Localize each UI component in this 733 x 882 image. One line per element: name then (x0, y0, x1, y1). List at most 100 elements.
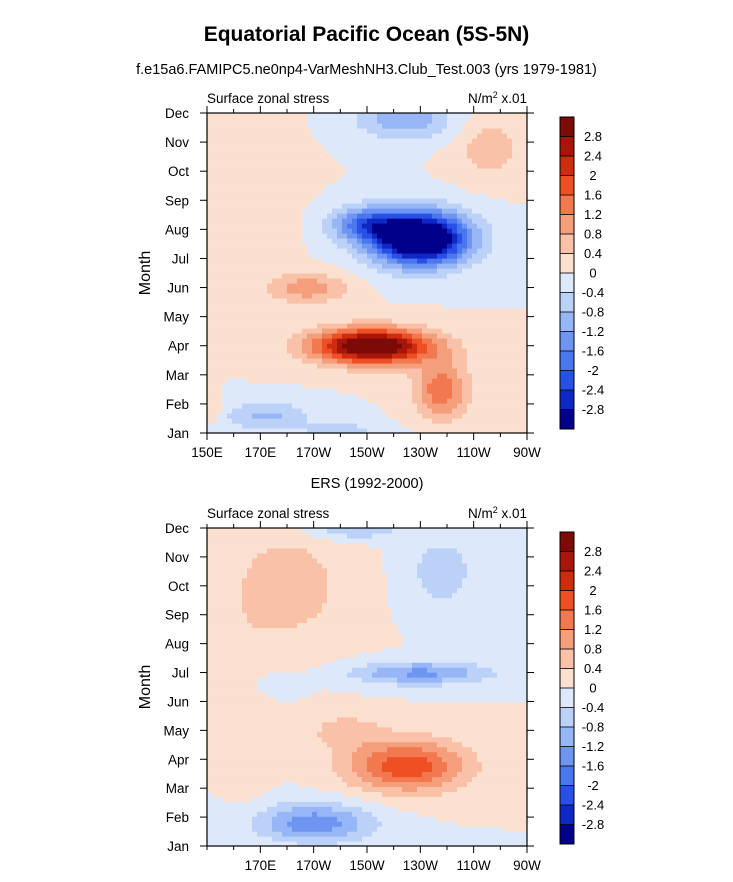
field-cell (237, 128, 243, 134)
field-cell (327, 353, 333, 359)
field-cell (452, 123, 458, 129)
field-cell (207, 183, 213, 189)
field-cell (442, 293, 448, 299)
field-cell (237, 148, 243, 154)
field-cell (512, 263, 518, 269)
field-cell (227, 736, 233, 743)
field-cell (257, 233, 263, 239)
field-cell (247, 418, 253, 424)
field-cell (377, 353, 383, 359)
field-cell (297, 163, 303, 169)
field-cell (362, 383, 368, 389)
field-cell (222, 617, 228, 624)
field-cell (307, 188, 313, 194)
field-cell (262, 542, 268, 549)
field-cell (257, 313, 263, 319)
field-cell (432, 273, 438, 279)
field-cell (507, 418, 513, 424)
field-cell (272, 363, 278, 369)
field-cell (462, 298, 468, 304)
field-cell (472, 308, 478, 314)
field-cell (372, 258, 378, 264)
field-cell (397, 208, 403, 214)
field-cell (442, 273, 448, 279)
field-cell (502, 418, 508, 424)
field-cell (472, 343, 478, 349)
field-cell (467, 348, 473, 354)
field-cell (227, 333, 233, 339)
field-cell (432, 208, 438, 214)
field-cell (367, 243, 373, 249)
field-cell (227, 801, 233, 807)
field-cell (287, 263, 293, 269)
field-cell (217, 128, 223, 134)
field-cell (212, 632, 218, 638)
field-cell (212, 213, 218, 219)
field-cell (347, 328, 353, 334)
field-cell (337, 413, 343, 419)
field-cell (387, 273, 393, 279)
field-cell (407, 248, 413, 254)
field-cell (437, 333, 443, 339)
field-cell (352, 368, 358, 374)
field-cell (262, 826, 268, 832)
field-cell (307, 323, 313, 329)
field-cell (312, 278, 318, 284)
field-cell (322, 348, 328, 354)
field-cell (212, 821, 218, 827)
field-cell (377, 368, 383, 374)
field-cell (297, 123, 303, 129)
field-cell (382, 198, 388, 204)
field-cell (417, 213, 423, 219)
field-cell (292, 423, 298, 429)
field-cell (287, 383, 293, 389)
field-cell (252, 622, 258, 628)
field-cell (332, 383, 338, 389)
field-cell (232, 303, 238, 309)
field-cell (337, 263, 343, 269)
field-cell (407, 378, 413, 384)
field-cell (482, 213, 488, 219)
field-cell (242, 373, 248, 379)
field-cell (362, 388, 368, 394)
field-cell (217, 587, 223, 594)
field-cell (287, 293, 293, 299)
field-cell (322, 228, 328, 234)
field-cell (367, 133, 373, 139)
colorbar-box (560, 370, 574, 391)
field-cell (222, 796, 228, 802)
field-cell (392, 308, 398, 314)
field-cell (382, 253, 388, 259)
field-cell (352, 428, 358, 434)
field-cell (282, 428, 288, 434)
field-cell (437, 318, 443, 324)
field-cell (487, 268, 493, 274)
field-cell (457, 243, 463, 249)
field-cell (462, 398, 468, 404)
field-cell (437, 308, 443, 314)
field-cell (462, 188, 468, 194)
field-cell (497, 248, 503, 254)
field-cell (357, 223, 363, 229)
field-cell (392, 188, 398, 194)
field-cell (462, 253, 468, 259)
field-cell (522, 248, 528, 254)
field-cell (337, 388, 343, 394)
field-cell (397, 233, 403, 239)
field-cell (487, 348, 493, 354)
field-cell (242, 667, 248, 673)
field-cell (427, 228, 433, 234)
field-cell (487, 318, 493, 324)
field-cell (442, 403, 448, 409)
field-cell (292, 263, 298, 269)
field-cell (492, 128, 498, 134)
field-cell (382, 323, 388, 329)
field-cell (497, 238, 503, 244)
field-cell (217, 642, 223, 648)
field-cell (207, 388, 213, 394)
field-cell (222, 293, 228, 299)
field-cell (357, 403, 363, 409)
field-cell (267, 826, 273, 832)
field-cell (452, 408, 458, 414)
field-cell (487, 368, 493, 374)
